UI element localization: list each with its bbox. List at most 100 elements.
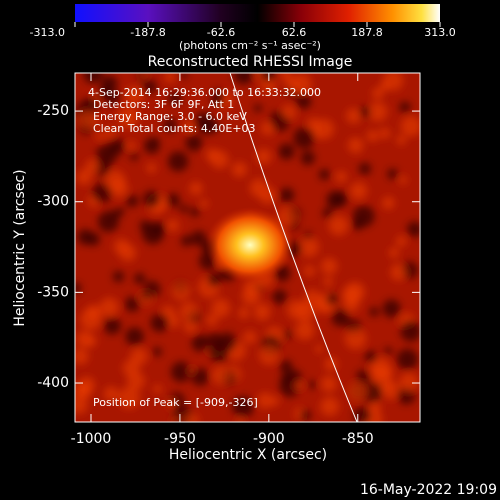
texture-blob (260, 121, 275, 136)
texture-blob (304, 231, 313, 240)
texture-blob (382, 381, 400, 400)
texture-blob (283, 329, 293, 340)
texture-blob (286, 300, 307, 320)
texture-blob (382, 196, 395, 210)
texture-blob (205, 148, 220, 162)
texture-blob (118, 386, 141, 409)
texture-blob (294, 320, 315, 340)
texture-blob (395, 235, 407, 247)
texture-blob (399, 372, 419, 393)
texture-blob (320, 257, 338, 275)
texture-blob (103, 316, 122, 335)
texture-blob (293, 379, 304, 391)
texture-blob (212, 365, 232, 385)
texture-blob (259, 187, 277, 205)
texture-blob (190, 230, 207, 246)
texture-blob (142, 222, 164, 245)
texture-blob (279, 187, 295, 203)
annotation: Energy Range: 3.0 - 6.0 keV (93, 110, 247, 123)
texture-blob (323, 276, 333, 287)
texture-blob (166, 398, 177, 409)
texture-blob (142, 190, 161, 208)
texture-blob (119, 244, 137, 262)
texture-blob (180, 235, 193, 247)
texture-blob (368, 102, 388, 122)
texture-blob (125, 327, 144, 346)
plot-frame (74, 72, 421, 423)
texture-blob (99, 297, 119, 317)
texture-blob (332, 191, 348, 207)
texture-blob (125, 194, 139, 208)
texture-blob (85, 159, 101, 175)
texture-blob (191, 334, 209, 352)
texture-blob (382, 367, 394, 378)
texture-blob (209, 342, 229, 363)
texture-blob (179, 73, 188, 79)
texture-blob (406, 221, 420, 238)
texture-blob (146, 163, 157, 173)
texture-blob (183, 412, 199, 422)
texture-blob (387, 168, 399, 180)
texture-blob (358, 162, 372, 175)
texture-blob (388, 247, 400, 258)
texture-blob (211, 298, 231, 318)
texture-blob (75, 282, 82, 294)
texture-blob (285, 78, 300, 93)
texture-blob (318, 168, 331, 181)
texture-blob (272, 289, 288, 305)
texture-blob (352, 205, 375, 228)
x-tick-label: -900 (253, 431, 285, 447)
texture-blob (281, 104, 297, 120)
texture-blob (134, 272, 146, 285)
texture-blob (112, 270, 125, 283)
texture-blob (124, 86, 144, 105)
texture-blob (95, 131, 105, 141)
texture-blob (199, 199, 209, 208)
texture-blob (349, 182, 368, 200)
texture-blob (163, 118, 177, 132)
texture-blob (206, 314, 218, 326)
texture-blob (255, 148, 272, 165)
texture-blob (189, 181, 203, 196)
colorbar-tick-label: -187.8 (130, 26, 165, 39)
texture-blob (207, 272, 222, 287)
x-tick-label: -850 (342, 431, 374, 447)
texture-blob (398, 175, 408, 185)
texture-blob (320, 375, 338, 393)
texture-blob (104, 127, 116, 139)
colorbar (75, 4, 440, 22)
texture-blob (379, 127, 391, 139)
texture-blob (258, 344, 279, 365)
texture-blob (125, 141, 136, 151)
texture-blob (78, 376, 96, 394)
colorbar-tick-label: 313.0 (424, 26, 456, 39)
texture-blob (153, 384, 162, 394)
colorbar-tick-label: 62.6 (282, 26, 307, 39)
texture-blob (260, 73, 276, 82)
texture-blob (141, 290, 151, 301)
texture-blob (110, 179, 129, 198)
peak-label: Position of Peak = [-909,-326] (93, 396, 258, 409)
texture-blob (396, 348, 419, 371)
texture-blob (96, 144, 117, 166)
texture-blob (399, 101, 411, 113)
image-texture (75, 73, 420, 422)
texture-blob (400, 115, 420, 137)
colorbar-tick-label: -62.6 (207, 26, 235, 39)
y-tick-label: -250 (37, 103, 69, 119)
texture-blob (168, 91, 182, 106)
texture-blob (369, 306, 379, 317)
texture-blob (167, 151, 189, 172)
texture-blob (152, 346, 162, 357)
texture-blob (253, 303, 271, 321)
texture-blob (150, 137, 160, 146)
texture-blob (142, 79, 157, 94)
texture-blob (257, 392, 274, 409)
texture-blob (348, 381, 369, 402)
texture-blob (322, 207, 333, 219)
texture-blob (83, 73, 103, 84)
texture-blob (280, 373, 291, 384)
texture-blob (170, 415, 180, 422)
texture-blob (359, 106, 371, 118)
y-tick-label: -300 (37, 194, 69, 210)
